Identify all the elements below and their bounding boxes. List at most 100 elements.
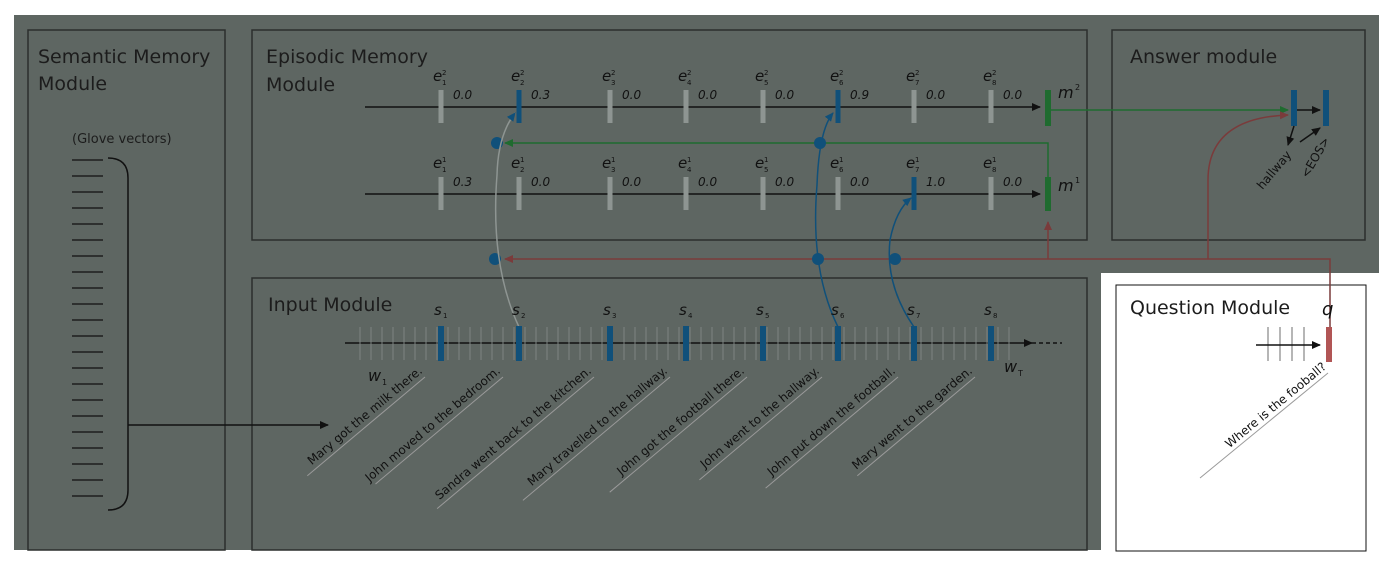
episode-label-superscript: 2 — [687, 69, 691, 77]
episode-label-subscript: 5 — [764, 79, 768, 87]
question-title: Question Module — [1130, 297, 1290, 319]
word-start-subscript: 1 — [382, 378, 387, 387]
sentence-bar — [988, 326, 994, 361]
episode-label-subscript: 8 — [992, 166, 996, 174]
answer-output1-arrow — [1286, 125, 1295, 146]
episode-pass1-group: 0.3e 110.0e 120.0e 130.0e 140.0e 150.0e 161.0e… — [433, 154, 1022, 210]
question-vector-bar — [1326, 327, 1332, 362]
episode-label-superscript: 2 — [611, 69, 615, 77]
input-module-panel — [251, 277, 1088, 551]
episode-label-superscript: 1 — [915, 156, 919, 164]
episode-gate-score: 0.0 — [622, 175, 641, 189]
sentence-bar — [516, 326, 522, 361]
sentence-underline — [375, 376, 504, 485]
sentence-bar — [438, 326, 444, 361]
memory1-bar — [1045, 177, 1051, 211]
episode-gate-bar — [760, 177, 766, 210]
episode-gate-score: 0.0 — [453, 88, 472, 102]
glove-vectors-label: (Glove vectors) — [72, 132, 172, 147]
episode-label-superscript: 1 — [611, 156, 615, 164]
episode-label-subscript: 8 — [992, 79, 996, 87]
sentence-bar — [835, 326, 841, 361]
sentence-bar — [683, 326, 689, 361]
episode-gate-score: 0.0 — [775, 88, 794, 102]
episode-label-superscript: 1 — [764, 156, 768, 164]
s6-attention-link — [814, 112, 839, 328]
question-to-answer-arrow — [1207, 111, 1289, 259]
episode-label-superscript: 2 — [442, 69, 446, 77]
question-word-ticks — [1267, 327, 1305, 361]
word-end-label: w — [1004, 357, 1018, 376]
question-broadcast-arrow — [504, 255, 1331, 335]
episode-label-subscript: 6 — [839, 79, 844, 87]
episode-label-superscript: 1 — [992, 156, 996, 164]
answer-module-panel — [1111, 29, 1366, 241]
memory1-superscript: 1 — [1075, 176, 1080, 185]
sentence-bar — [760, 326, 766, 361]
episode-gate-bar — [760, 90, 766, 123]
sentence-underline — [699, 376, 823, 481]
vector-bracket — [107, 157, 129, 511]
sentence-label-subscript: 2 — [521, 312, 525, 320]
sentence-underline — [522, 376, 671, 501]
episode-label-superscript: 2 — [992, 69, 996, 77]
episode-label-subscript: 1 — [442, 166, 446, 174]
sentence-label-subscript: 4 — [688, 312, 693, 320]
question-module-panel — [1115, 284, 1367, 552]
episode-gate-score: 0.0 — [775, 175, 794, 189]
episode-gate-score: 0.0 — [1003, 88, 1022, 102]
attention-node-p2-s6 — [814, 137, 826, 149]
episode-label-subscript: 2 — [520, 79, 524, 87]
episode-gate-score: 0.0 — [926, 88, 945, 102]
semantic-title-line2: Module — [38, 73, 107, 95]
sentence-underline — [609, 376, 748, 493]
sentence-underline — [436, 376, 595, 510]
sentence-underline — [307, 376, 426, 477]
sentence-label: s — [603, 301, 611, 319]
episode-label-superscript: 2 — [520, 69, 524, 77]
memory2-label: m — [1058, 83, 1074, 102]
input-title: Input Module — [268, 294, 392, 316]
episode-label: e — [602, 67, 611, 85]
episode-gate-bar — [683, 177, 689, 210]
sentence-bar — [911, 326, 917, 361]
sentence-label-subscript: 8 — [993, 312, 997, 320]
episode-label-subscript: 6 — [839, 166, 844, 174]
memory2-bar — [1045, 90, 1051, 126]
episode-gate-bar — [607, 177, 613, 210]
episode-label-superscript: 2 — [915, 69, 919, 77]
sentence-label-subscript: 6 — [840, 312, 845, 320]
sentence-label-subscript: 7 — [916, 312, 920, 320]
question-q-label: q — [1322, 299, 1333, 320]
episode-gate-score: 0.3 — [453, 175, 472, 189]
episode-gate-bar — [683, 90, 689, 123]
episode-gate-score: 1.0 — [926, 175, 945, 189]
episode-label: e — [830, 154, 839, 172]
episode-gate-bar — [438, 177, 444, 210]
episode-label-subscript: 5 — [764, 166, 768, 174]
answer-step1-bar — [1291, 90, 1297, 126]
sentence-label-subscript: 1 — [443, 312, 447, 320]
episode-gate-bar — [988, 177, 994, 210]
episode-label: e — [602, 154, 611, 172]
episode-label: e — [983, 67, 992, 85]
episode-gate-bar — [607, 90, 613, 123]
memory1-label: m — [1058, 176, 1074, 195]
episode-label-subscript: 3 — [611, 166, 615, 174]
answer-step2-bar — [1323, 90, 1329, 126]
s2-attention-link — [494, 112, 520, 328]
sentence-label: s — [512, 301, 520, 319]
episode-label: e — [830, 67, 839, 85]
sentence-label-subscript: 3 — [612, 312, 616, 320]
sentence-label-subscript: 5 — [765, 312, 769, 320]
episode-label: e — [755, 154, 764, 172]
episode-gate-bar — [911, 90, 917, 123]
episode-gate-bar — [516, 177, 522, 210]
episode-label-superscript: 1 — [442, 156, 446, 164]
word-tick-group — [359, 327, 1010, 360]
episodic-memory-panel — [251, 29, 1088, 241]
episodic-title-line2: Module — [266, 74, 335, 96]
episode-gate-score: 0.0 — [698, 88, 717, 102]
attention-node-q-s7 — [889, 253, 901, 265]
episode-label-subscript: 2 — [520, 166, 524, 174]
